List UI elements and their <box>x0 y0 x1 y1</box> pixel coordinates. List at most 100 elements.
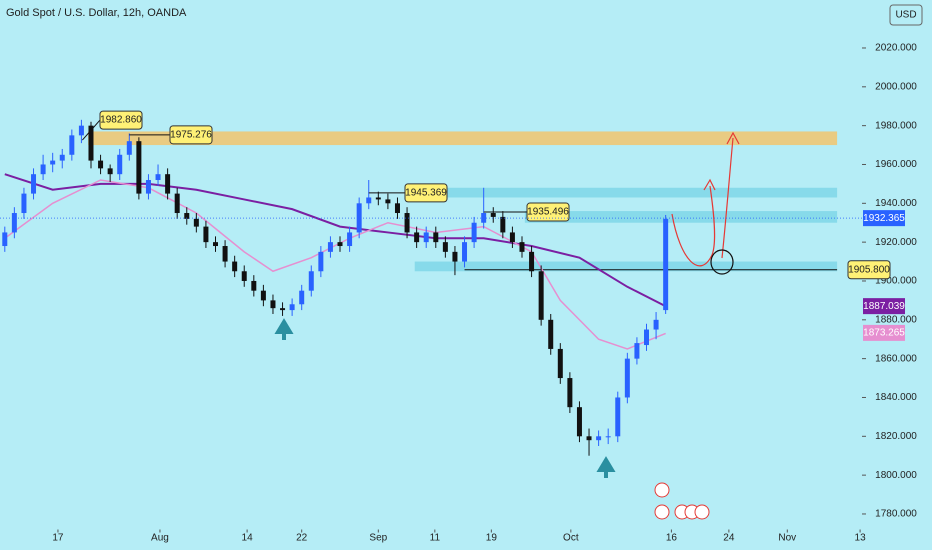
event-icon[interactable] <box>654 482 670 498</box>
candle-body <box>337 242 343 247</box>
event-icon[interactable] <box>694 504 710 520</box>
candle-body <box>203 226 209 243</box>
candle-body <box>78 125 84 136</box>
candle-body <box>462 242 468 262</box>
candle-body <box>11 213 17 233</box>
candle-body <box>471 222 477 243</box>
callout-label: 1905.800 <box>848 264 890 275</box>
candle-body <box>615 397 621 437</box>
candle-body <box>126 141 132 155</box>
candle-body <box>366 197 372 204</box>
chart-title: Gold Spot / U.S. Dollar, 12h, OANDA <box>6 7 187 19</box>
y-tick-label: 2000.000 <box>875 81 917 92</box>
candle-body <box>251 280 257 291</box>
up-arrow <box>274 318 294 340</box>
candle-body <box>174 193 180 214</box>
y-tick-label: 1820.000 <box>875 431 917 442</box>
candle-body <box>347 232 353 247</box>
y-tick-label: 1780.000 <box>875 509 917 520</box>
y-tick-label: 2020.000 <box>875 43 917 54</box>
candle-body <box>98 160 104 169</box>
price-tag-label: 1887.039 <box>863 301 905 312</box>
candle-body <box>394 203 400 214</box>
price-tag <box>863 298 905 315</box>
y-tick-label: 1940.000 <box>875 198 917 209</box>
currency-button[interactable] <box>889 4 923 26</box>
drawings <box>274 131 740 520</box>
callout-box <box>99 110 143 130</box>
candle-body <box>184 213 190 219</box>
y-tick-label: 1900.000 <box>875 276 917 287</box>
event-icon[interactable] <box>654 504 670 520</box>
candle-body <box>241 271 247 281</box>
candle-body <box>634 343 640 359</box>
candle-body <box>663 218 669 311</box>
candle-body <box>557 348 563 379</box>
candle-body <box>165 174 171 194</box>
y-tick-label: 1880.000 <box>875 314 917 325</box>
projection-path <box>671 185 716 267</box>
candle-body <box>404 213 410 233</box>
candle-body <box>107 168 113 175</box>
x-tick-label: 17 <box>52 533 64 544</box>
candle-body <box>289 304 295 311</box>
candle-body <box>213 242 218 247</box>
candle-body <box>624 358 630 398</box>
candle-body <box>644 329 649 346</box>
x-tick-label: 14 <box>242 533 254 544</box>
candle-body <box>40 164 46 175</box>
candle-body <box>509 232 515 243</box>
candle-body <box>653 319 659 330</box>
currency-label: USD <box>895 10 916 21</box>
x-tick-label: Aug <box>151 533 169 544</box>
y-tick-label: 1800.000 <box>875 470 917 481</box>
candle-body <box>452 251 458 262</box>
candle-body <box>433 232 439 243</box>
x-tick-label: Oct <box>563 533 579 544</box>
candle-body <box>193 218 199 227</box>
candle-body <box>31 174 37 194</box>
candle-body <box>596 436 602 441</box>
candle-body <box>327 242 333 252</box>
candle-body <box>69 135 75 155</box>
x-tick-label: Nov <box>778 533 796 544</box>
candle-body <box>59 154 65 161</box>
candle-body <box>155 174 161 181</box>
projection-path <box>721 137 734 259</box>
candle-body <box>375 197 381 200</box>
candle-body <box>442 242 448 252</box>
x-tick-label: Sep <box>369 533 387 544</box>
candle-body <box>605 436 611 438</box>
callout-box <box>169 125 213 145</box>
projection-arrow <box>726 131 740 145</box>
candle-body <box>490 213 496 217</box>
candle-body <box>519 242 525 252</box>
candle-body <box>2 232 8 247</box>
candle-body <box>232 261 238 272</box>
candle-body <box>423 232 429 243</box>
candle-body <box>50 160 56 165</box>
callout-line <box>81 119 101 141</box>
candle-body <box>356 203 362 233</box>
candle-body <box>136 141 142 194</box>
candle-body <box>280 308 286 311</box>
candle-body <box>318 251 324 272</box>
candle-body <box>500 216 506 233</box>
zone <box>88 131 838 146</box>
price-tag-label: 1932.365 <box>863 213 905 224</box>
zone <box>524 211 838 223</box>
callout-label: 1945.369 <box>405 188 447 199</box>
candle-body <box>88 125 94 161</box>
callout-box <box>404 183 448 203</box>
candle-body <box>586 436 592 441</box>
callout-label: 1935.496 <box>527 207 569 218</box>
candle-body <box>576 407 582 437</box>
candle-body <box>529 251 535 272</box>
y-tick-label: 1840.000 <box>875 392 917 403</box>
candle-body <box>548 319 554 349</box>
x-tick-label: 11 <box>430 533 441 544</box>
y-tick-label: 1980.000 <box>875 120 917 131</box>
callout-box <box>526 202 570 222</box>
candle-body <box>222 246 228 262</box>
